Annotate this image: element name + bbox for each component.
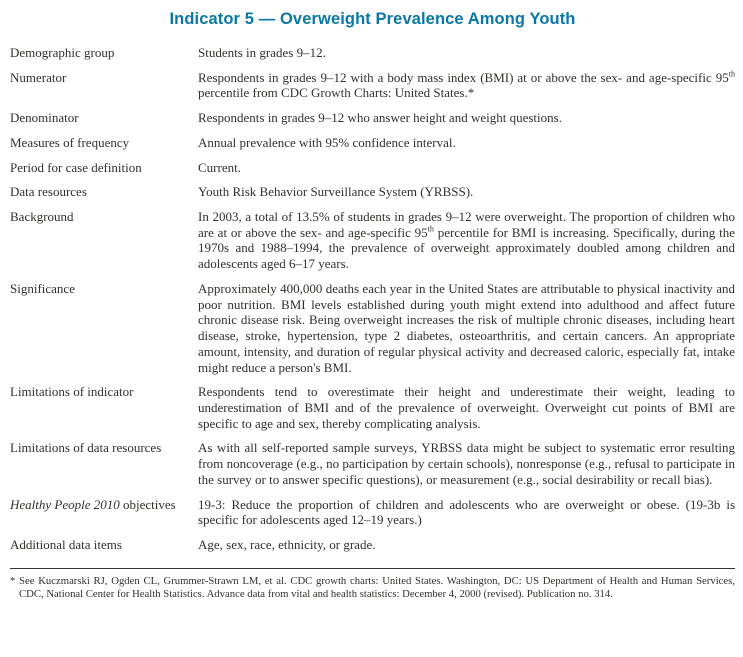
row-value: Students in grades 9–12. — [198, 45, 735, 61]
row-label: Measures of frequency — [10, 135, 198, 151]
text-segment: Background — [10, 209, 74, 225]
text-segment: Numerator — [10, 69, 67, 85]
text-segment: Additional data items — [10, 536, 122, 552]
indicator-row: Numerator Respondents in grades 9–12 with… — [10, 70, 735, 101]
text-segment: Demographic group — [10, 45, 115, 60]
text-segment: Age, sex, race, ethnicity, or grade. — [198, 536, 376, 552]
text-segment: objectives — [119, 496, 176, 512]
text-segment: Period for case definition — [10, 159, 142, 175]
row-label: Significance — [10, 281, 198, 375]
indicator-row: Denominator Respondents in grades 9–12 wh… — [10, 110, 735, 126]
footnote-text: * See Kuczmarski RJ, Ogden CL, Grummer-S… — [10, 575, 735, 601]
text-segment: Current. — [198, 159, 241, 175]
row-value: Respondents in grades 9–12 with a body m… — [198, 70, 735, 101]
text-segment: Limitations of data resources — [10, 440, 162, 456]
text-segment: th — [728, 69, 735, 79]
indicator-row: Healthy People 2010 objectives 19-3: Redu… — [10, 497, 735, 528]
text-segment: Denominator — [10, 110, 79, 126]
text-segment: In 2003, a total of 13.5% of students in… — [198, 209, 735, 240]
row-value: Current. — [198, 160, 735, 176]
row-value: Youth Risk Behavior Surveillance System … — [198, 184, 735, 200]
row-label: Denominator — [10, 110, 198, 126]
row-label: Demographic group — [10, 45, 198, 61]
indicator-row: Demographic group Students in grades 9–12… — [10, 45, 735, 61]
text-segment: 19-3: Reduce the proportion of children … — [198, 496, 735, 528]
text-segment: Respondents in grades 9–12 with a body m… — [198, 69, 729, 85]
indicator-row: Measures of frequency Annual prevalence w… — [10, 135, 735, 151]
row-value: In 2003, a total of 13.5% of students in… — [198, 209, 735, 272]
indicator-row: Limitations of data resources As with all… — [10, 440, 735, 487]
row-value: As with all self-reported sample surveys… — [198, 440, 735, 487]
indicator-row: Period for case definition Current. — [10, 160, 735, 176]
row-label: Data resources — [10, 184, 198, 200]
row-value: Approximately 400,000 deaths each year i… — [198, 281, 735, 375]
text-segment: Respondents in grades 9–12 who answer he… — [198, 110, 562, 126]
text-segment: Limitations of indicator — [10, 384, 134, 400]
indicator-row: Data resources Youth Risk Behavior Survei… — [10, 184, 735, 200]
text-segment: percentile from CDC Growth Charts: Unite… — [198, 85, 475, 101]
indicator-row: Background In 2003, a total of 13.5% of s… — [10, 209, 735, 272]
text-segment: Data resources — [10, 184, 87, 200]
text-segment: * See Kuczmarski RJ, Ogden CL, Grummer-S… — [10, 574, 735, 600]
text-segment: Approximately 400,000 deaths each year i… — [198, 280, 735, 375]
text-segment: Healthy People 2010 — [10, 496, 120, 512]
row-label: Healthy People 2010 objectives — [10, 497, 198, 528]
text-segment: Youth Risk Behavior Surveillance System … — [198, 184, 474, 200]
text-segment: percentile for BMI is increasing. Specif… — [198, 224, 735, 272]
indicator-row: Significance Approximately 400,000 deaths… — [10, 281, 735, 375]
text-segment: Students in grades 9–12. — [198, 45, 326, 60]
row-value: Annual prevalence with 95% confidence in… — [198, 135, 735, 151]
row-label: Limitations of data resources — [10, 440, 198, 487]
text-segment: Annual prevalence with 95% confidence in… — [198, 134, 456, 150]
document-page: Indicator 5 — Overweight Prevalence Amon… — [10, 10, 735, 601]
text-segment: th — [427, 224, 434, 234]
page-title: Indicator 5 — Overweight Prevalence Amon… — [169, 10, 576, 28]
text-segment: As with all self-reported sample surveys… — [198, 440, 735, 487]
row-label: Limitations of indicator — [10, 384, 198, 431]
row-label: Additional data items — [10, 537, 198, 553]
row-label: Period for case definition — [10, 160, 198, 176]
text-segment: Significance — [10, 280, 75, 296]
indicator-definition-table: Demographic group Students in grades 9–12… — [10, 45, 735, 553]
row-value: Age, sex, race, ethnicity, or grade. — [198, 537, 735, 553]
indicator-row: Additional data items Age, sex, race, eth… — [10, 537, 735, 553]
text-segment: Measures of frequency — [10, 134, 130, 150]
footnote-divider — [10, 567, 735, 569]
row-label: Background — [10, 209, 198, 272]
row-value: Respondents tend to overestimate their h… — [198, 384, 735, 431]
indicator-row: Limitations of indicator Respondents tend… — [10, 384, 735, 431]
row-value: Respondents in grades 9–12 who answer he… — [198, 110, 735, 126]
row-label: Numerator — [10, 70, 198, 101]
row-value: 19-3: Reduce the proportion of children … — [198, 497, 735, 528]
text-segment: Respondents tend to overestimate their h… — [198, 384, 735, 431]
